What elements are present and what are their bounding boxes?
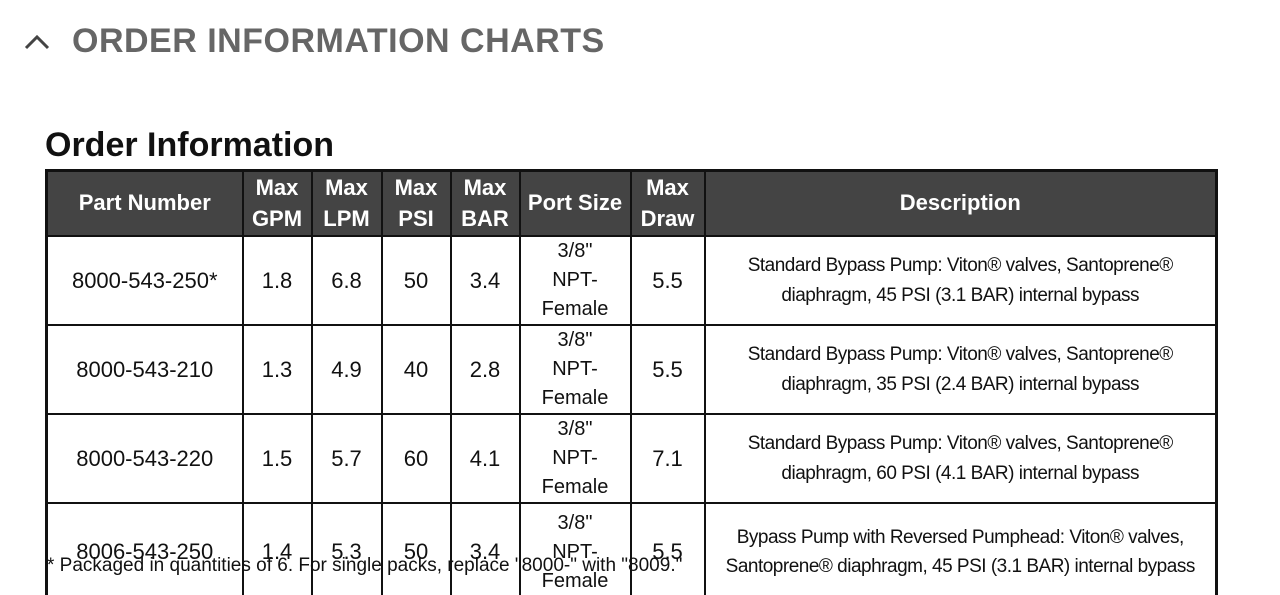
- table-cell: 1.3: [241, 324, 313, 415]
- table-cell: 6.8: [310, 235, 383, 326]
- table-cell: 8006-543-250: [45, 502, 244, 595]
- column-header: Max LPM: [310, 169, 383, 237]
- column-header: Description: [703, 169, 1218, 237]
- table-cell: 7.1: [629, 413, 706, 504]
- column-header: Max GPM: [241, 169, 313, 237]
- table-cell: 40: [380, 324, 452, 415]
- table-cell: Standard Bypass Pump: Viton® valves, San…: [703, 324, 1218, 415]
- table-row: 8000-543-220 1.5 5.7 60 4.1 3/8" NPT-Female 7.…: [45, 413, 1218, 504]
- table-row: 8000-543-250* 1.8 6.8 50 3.4 3/8" NPT-Female 5…: [45, 235, 1218, 326]
- table-cell: 3/8" NPT-Female: [518, 235, 632, 326]
- table-cell: 8000-543-210: [45, 324, 244, 415]
- column-header: Max Draw: [629, 169, 706, 237]
- table-cell: 4.1: [449, 413, 521, 504]
- table-cell: 3/8" NPT-Female: [518, 413, 632, 504]
- table-cell: 3.4: [449, 502, 521, 595]
- column-header: Max PSI: [380, 169, 452, 237]
- section-toggle[interactable]: ORDER INFORMATION CHARTS: [24, 22, 605, 61]
- table-cell: 5.5: [629, 235, 706, 326]
- table-cell: 5.7: [310, 413, 383, 504]
- table-cell: 5.3: [310, 502, 383, 595]
- table-row: 8000-543-210 1.3 4.9 40 2.8 3/8" NPT-Female 5.…: [45, 324, 1218, 415]
- table-cell: 3.4: [449, 235, 521, 326]
- table-cell: 60: [380, 413, 452, 504]
- table-cell: 3/8" NPT-Female: [518, 324, 632, 415]
- table-cell: 4.9: [310, 324, 383, 415]
- table-cell: 50: [380, 502, 452, 595]
- section-title: ORDER INFORMATION CHARTS: [72, 22, 605, 60]
- table-cell: 8000-543-250*: [45, 235, 244, 326]
- caret-icon: [24, 34, 50, 49]
- table-cell: Bypass Pump with Reversed Pumphead: Vito…: [703, 502, 1218, 595]
- column-header: Part Number: [45, 169, 244, 237]
- table-cell: 3/8" NPT-Female: [518, 502, 632, 595]
- table-cell: Standard Bypass Pump: Viton® valves, San…: [703, 235, 1218, 326]
- table-cell: Standard Bypass Pump: Viton® valves, San…: [703, 413, 1218, 504]
- table-cell: 2.8: [449, 324, 521, 415]
- table-cell: 50: [380, 235, 452, 326]
- table-cell: 1.5: [241, 413, 313, 504]
- footnote: * Packaged in quantities of 6. For singl…: [47, 555, 683, 576]
- header-row: Part Number Max GPM Max LPM Max PSI Max BAR P…: [45, 169, 1218, 237]
- table-row: 8006-543-250 1.4 5.3 50 3.4 3/8" NPT-Female 5.…: [45, 502, 1218, 595]
- table-cell: 8000-543-220: [45, 413, 244, 504]
- table-title: Order Information: [45, 126, 335, 164]
- table-cell: 1.8: [241, 235, 313, 326]
- column-header: Max BAR: [449, 169, 521, 237]
- table-cell: 1.4: [241, 502, 313, 595]
- table-cell: 5.5: [629, 324, 706, 415]
- column-header: Port Size: [518, 169, 632, 237]
- order-table: Part Number Max GPM Max LPM Max PSI Max BAR P…: [45, 169, 1218, 595]
- table-cell: 5.5: [629, 502, 706, 595]
